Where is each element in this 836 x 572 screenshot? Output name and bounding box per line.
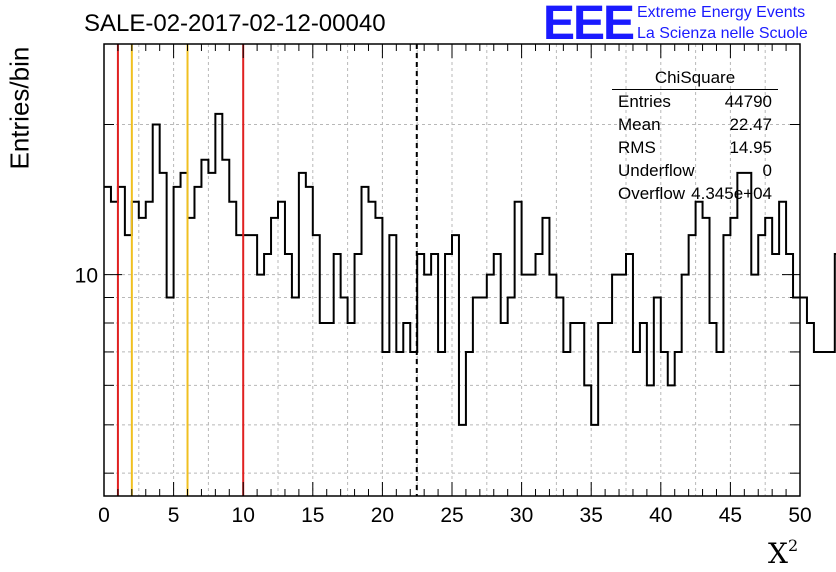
histogram-line bbox=[104, 112, 836, 426]
stats-key: Mean bbox=[618, 115, 661, 134]
stats-title: ChiSquare bbox=[612, 68, 778, 90]
x-tick-label: 5 bbox=[168, 504, 180, 527]
stats-row-entries: Entries 44790 bbox=[612, 92, 778, 115]
stats-key: Overflow bbox=[618, 184, 686, 203]
y-tick-label: 10 bbox=[75, 265, 98, 288]
chart-title: SALE-02-2017-02-12-00040 bbox=[84, 10, 386, 37]
stats-value: 44790 bbox=[724, 92, 772, 111]
x-tick-label: 15 bbox=[301, 504, 324, 527]
stats-value: 4.345e+04 bbox=[691, 184, 772, 203]
stats-value: 14.95 bbox=[729, 138, 772, 157]
eee-logo: EEE bbox=[543, 0, 635, 50]
stats-key: RMS bbox=[618, 138, 656, 157]
stats-row-underflow: Underflow 0 bbox=[612, 161, 778, 184]
stats-row-overflow: Overflow 4.345e+04 bbox=[612, 184, 778, 207]
brand-line-2: La Scienza nelle Scuole bbox=[637, 25, 808, 42]
x-tick-label: 25 bbox=[440, 504, 463, 527]
x-tick-label: 45 bbox=[719, 504, 742, 527]
x-tick-label: 20 bbox=[371, 504, 394, 527]
stats-row-rms: RMS 14.95 bbox=[612, 138, 778, 161]
stats-row-mean: Mean 22.47 bbox=[612, 115, 778, 138]
x-tick-label: 30 bbox=[510, 504, 533, 527]
brand-line-1: Extreme Energy Events bbox=[637, 4, 806, 21]
y-axis-label: Entries/bin bbox=[4, 46, 35, 170]
stats-value: 0 bbox=[762, 161, 772, 180]
stats-key: Entries bbox=[618, 92, 671, 111]
x-tick-label: 50 bbox=[788, 504, 811, 527]
x-tick-label: 0 bbox=[98, 504, 110, 527]
stats-box: ChiSquare Entries 44790 Mean 22.47 RMS 14.9… bbox=[612, 68, 778, 207]
stats-value: 22.47 bbox=[729, 115, 772, 134]
x-tick-label: 35 bbox=[580, 504, 603, 527]
x-axis-label: X2 bbox=[768, 536, 798, 570]
x-tick-label: 40 bbox=[649, 504, 672, 527]
x-axis-label-superscript: 2 bbox=[787, 536, 799, 555]
x-tick-label: 10 bbox=[232, 504, 255, 527]
x-axis-label-base: X bbox=[768, 537, 788, 570]
stats-key: Underflow bbox=[618, 161, 695, 180]
